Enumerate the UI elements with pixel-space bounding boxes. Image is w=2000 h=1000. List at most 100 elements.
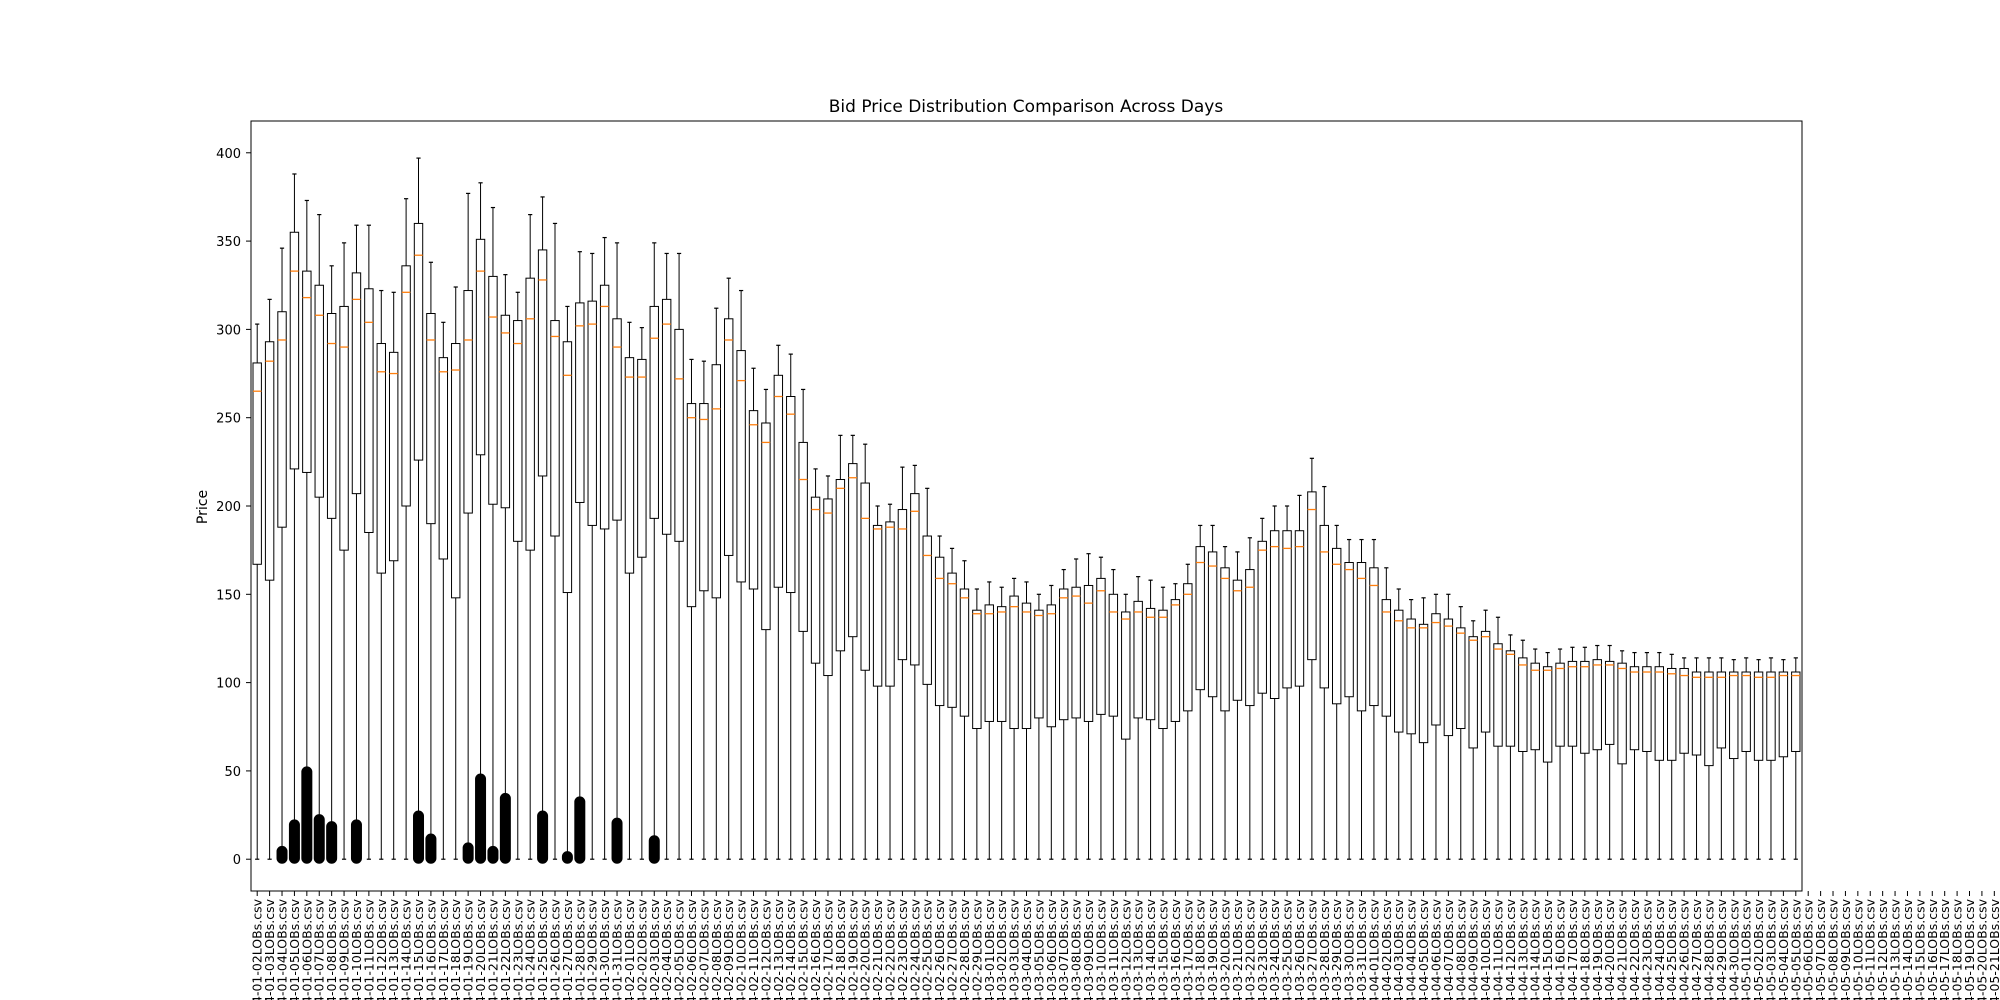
box-63 [1021,581,1032,860]
x-tick-label: 2024-03-26LOBs.csv [1292,898,1307,1000]
box-108 [1580,646,1590,860]
box-iqr [339,305,349,551]
box-17 [451,286,461,860]
x-tick-label: 2024-03-30LOBs.csv [1342,898,1357,1000]
box-iqr [426,313,436,525]
box-86 [1307,457,1317,860]
box-20 [487,206,499,864]
x-tick-label: 2024-04-02LOBs.csv [1379,898,1394,1000]
box-1 [252,323,262,860]
x-tick-label: 2024-04-17LOBs.csv [1565,898,1580,1000]
x-tick-label: 2024-05-05LOBs.csv [1788,898,1803,1000]
box-iqr [1294,530,1305,687]
box-18 [462,192,474,864]
x-tick-label: 2024-03-21LOBs.csv [1230,898,1245,1000]
x-tick-label: 2024-02-15LOBs.csv [796,898,811,1000]
x-tick-label: 2024-05-16LOBs.csv [1925,898,1940,1000]
x-tick-label: 2024-04-25LOBs.csv [1664,898,1679,1000]
x-tick-label: 2024-04-24LOBs.csv [1652,898,1667,1000]
y-tick-label: 200 [216,500,241,515]
x-tick-label: 2024-01-21LOBs.csv [485,898,500,1000]
box-77 [1195,524,1205,860]
box-78 [1207,524,1218,860]
x-tick-label: 2024-01-02LOBs.csv [250,898,265,1000]
box-iqr [1679,667,1689,754]
x-tick-label: 2024-02-05LOBs.csv [672,898,687,1000]
x-tick-label: 2024-04-01LOBs.csv [1366,898,1381,1000]
box-iqr [1394,609,1404,733]
x-tick-label: 2024-04-14LOBs.csv [1528,898,1543,1000]
x-tick-label: 2024-04-11LOBs.csv [1491,898,1506,1000]
box-iqr [277,311,287,528]
x-tick-label: 2024-02-04LOBs.csv [659,898,674,1000]
x-tick-label: 2024-01-08LOBs.csv [324,898,339,1000]
box-iqr [1418,623,1429,744]
box-iqr [1059,588,1069,721]
box-22 [513,291,523,860]
x-tick-label: 2024-03-15LOBs.csv [1155,898,1170,1000]
x-tick-label: 2024-03-28LOBs.csv [1317,898,1332,1000]
box-74 [1158,586,1168,860]
box-iqr [475,238,486,456]
x-tick-label: 2024-02-26LOBs.csv [932,898,947,1000]
box-iqr [761,422,771,631]
box-iqr [1604,660,1615,745]
box-iqr [314,284,324,498]
x-tick-label: 2024-02-10LOBs.csv [734,898,749,1000]
box-iqr [1133,600,1143,719]
box-iqr [1170,599,1181,722]
x-tick-label: 2024-01-13LOBs.csv [386,898,401,1000]
box-124 [1778,659,1789,860]
box-111 [1617,650,1627,860]
x-tick-label: 2024-05-13LOBs.csv [1888,898,1903,1000]
x-tick-label: 2024-05-14LOBs.csv [1900,898,1915,1000]
x-tick-label: 2024-04-12LOBs.csv [1503,898,1518,1000]
outlier-cluster [313,814,325,864]
box-15 [425,261,437,864]
x-tick-label: 2024-02-23LOBs.csv [895,898,910,1000]
box-iqr [1096,577,1106,715]
x-tick-label: 2024-02-21LOBs.csv [870,898,885,1000]
box-iqr [699,403,709,592]
box-55 [922,487,932,860]
x-tick-label: 2024-02-16LOBs.csv [808,898,823,1000]
box-iqr [1332,547,1342,705]
box-iqr [1691,671,1702,756]
x-tick-label: 2024-04-22LOBs.csv [1627,898,1642,1000]
x-tick-label: 2024-01-31LOBs.csv [610,898,625,1000]
boxplot-boxes [252,157,1801,864]
box-115 [1667,653,1677,860]
box-44 [786,353,796,860]
axes-frame [250,120,1803,892]
x-tick-label: 2024-03-01LOBs.csv [982,898,997,1000]
box-iqr [1642,666,1652,752]
x-tick-label: 2024-05-01LOBs.csv [1739,898,1754,1000]
x-tick-label: 2024-02-12LOBs.csv [758,898,773,1000]
box-28 [587,252,597,860]
box-iqr [1381,599,1392,717]
x-tick-label: 2024-03-03LOBs.csv [1007,898,1022,1000]
box-iqr [1716,671,1727,749]
outlier-cluster [288,819,300,864]
box-iqr [488,275,498,505]
x-tick-label: 2024-05-04LOBs.csv [1776,898,1791,1000]
box-98 [1456,606,1466,860]
x-tick-label: 2024-01-06LOBs.csv [299,898,314,1000]
outlier-cluster [413,810,425,864]
x-tick-label: 2024-03-14LOBs.csv [1143,898,1158,1000]
box-92 [1381,567,1392,860]
box-iqr [1629,666,1640,751]
box-66 [1059,568,1069,860]
x-tick-label: 2024-04-29LOBs.csv [1714,898,1729,1000]
box-41 [748,367,759,860]
x-tick-label: 2024-01-15LOBs.csv [411,898,426,1000]
x-tick-label: 2024-05-19LOBs.csv [1962,898,1977,1000]
y-tick-label: 150 [216,588,241,603]
box-91 [1369,538,1379,860]
box-38 [711,307,721,860]
x-tick-label: 2024-03-16LOBs.csv [1168,898,1183,1000]
x-tick-label: 2024-02-08LOBs.csv [709,898,724,1000]
box-7 [326,265,338,864]
box-iqr [1319,524,1329,689]
box-iqr [1183,583,1193,712]
